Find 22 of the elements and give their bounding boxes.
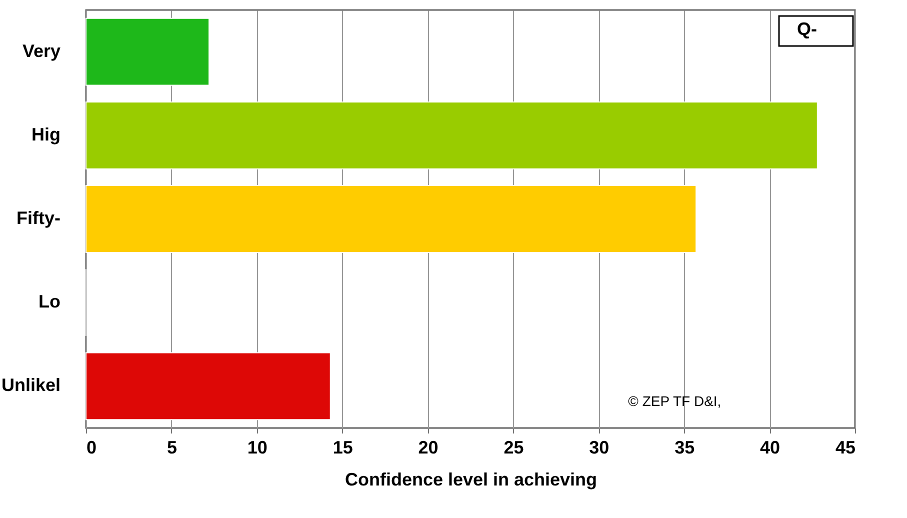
bar xyxy=(86,352,331,420)
y-tick-label: Hig xyxy=(32,124,60,144)
bar xyxy=(86,101,818,170)
x-tick-label: 25 xyxy=(504,438,524,458)
annotation: Q- xyxy=(797,19,817,39)
x-tick-label: 15 xyxy=(332,438,353,458)
x-tick-label: 20 xyxy=(418,438,438,458)
x-tick-label: 30 xyxy=(589,438,610,458)
x-tick-label: 5 xyxy=(166,438,177,458)
bar xyxy=(86,185,697,253)
y-tick-label: Lo xyxy=(38,292,60,312)
bar xyxy=(86,18,210,86)
y-tick-label: Fifty- xyxy=(16,208,60,228)
x-axis-title: Confidence level in achieving xyxy=(344,470,598,490)
annotation: © ZEP TF D&I, xyxy=(628,393,722,409)
x-tick-label: 35 xyxy=(674,438,695,458)
x-tick-label: 10 xyxy=(247,438,268,458)
x-tick-label: 0 xyxy=(86,438,97,458)
y-tick-label: Very xyxy=(22,40,60,61)
x-tick-label: 40 xyxy=(760,438,780,458)
y-tick-label: Unlikel xyxy=(1,375,60,396)
x-tick-label: 45 xyxy=(835,438,856,458)
